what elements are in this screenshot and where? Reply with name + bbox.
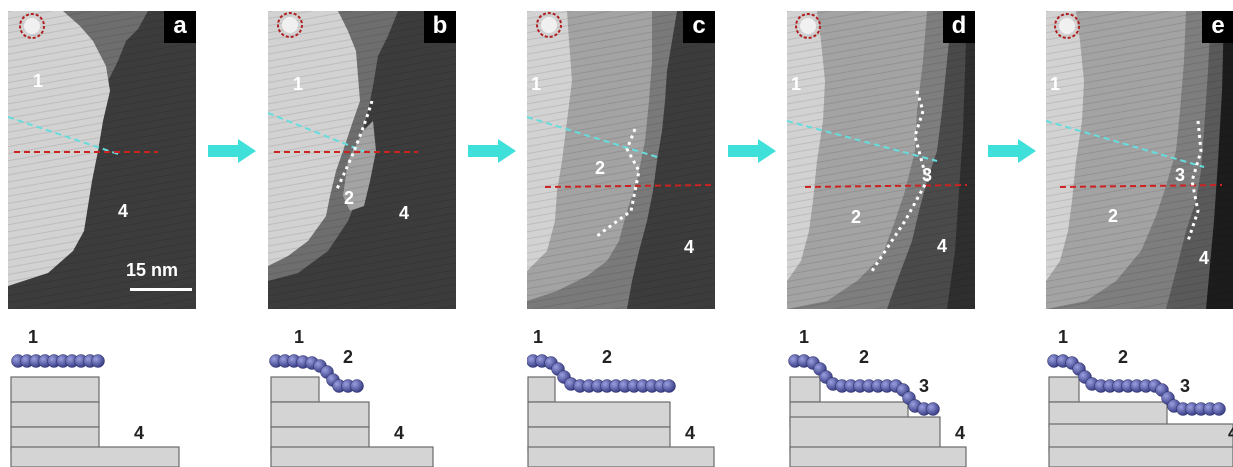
molecule-chain [269, 354, 364, 393]
step-label: 3 [1180, 376, 1191, 396]
step-label: 2 [1118, 347, 1129, 367]
terrace-label: 3 [1175, 165, 1186, 185]
dashed-circle-icon [277, 12, 303, 38]
dashed-circle-icon [1054, 13, 1080, 39]
stm-panel-d: d 1 3 2 4 [787, 11, 975, 309]
molecule-chain [1047, 354, 1226, 416]
right-arrow-icon [208, 139, 256, 163]
stm-panel-c: c 1 2 4 [527, 11, 715, 309]
panel-tag: d [943, 11, 975, 43]
stm-image-b [268, 11, 456, 309]
terrace-label: 3 [922, 165, 933, 185]
terrace-steps [788, 354, 967, 467]
step-label: 1 [799, 327, 810, 347]
stm-image-e [1046, 11, 1233, 309]
terrace-label: 1 [531, 74, 542, 94]
terrace-steps [527, 354, 715, 467]
step-schematic-e: 1 2 3 4 [1046, 325, 1233, 467]
stm-image-a [8, 11, 196, 309]
step-label: 4 [394, 423, 405, 443]
dashed-circle-icon [19, 13, 45, 39]
terrace-label: 4 [399, 203, 410, 223]
terrace-label: 2 [1108, 206, 1119, 226]
molecule-chain [11, 354, 105, 368]
molecule-chain [788, 354, 940, 416]
terrace-label: 4 [937, 236, 948, 256]
panel-tag: a [164, 11, 196, 43]
stm-image-d [787, 11, 975, 309]
terrace-label: 4 [118, 201, 129, 221]
dashed-circle-icon [795, 13, 821, 39]
step-label: 2 [343, 347, 354, 367]
stm-panel-e: e 1 3 2 4 [1046, 11, 1233, 309]
terrace-label: 1 [293, 74, 304, 94]
step-label: 4 [685, 423, 696, 443]
terrace-steps [10, 354, 180, 467]
panel-tag: c [683, 11, 715, 43]
step-label: 1 [294, 327, 305, 347]
dashed-circle-icon [536, 12, 562, 38]
step-label: 1 [28, 327, 39, 347]
step-label: 1 [1058, 327, 1069, 347]
molecule-chain [527, 354, 676, 393]
terrace-label: 1 [1050, 74, 1061, 94]
step-label: 4 [1228, 423, 1233, 444]
terrace-label: 4 [684, 237, 695, 257]
stm-image-c [527, 11, 715, 309]
stm-panel-a: a 1 4 15 nm [8, 11, 196, 309]
panel-tag: b [424, 11, 456, 43]
scale-bar-label: 15 nm [126, 260, 179, 280]
step-label: 4 [955, 423, 966, 443]
step-schematic-b: 1 2 4 [268, 325, 456, 467]
step-label: 4 [134, 423, 145, 443]
right-arrow-icon [468, 139, 516, 163]
terrace-label: 1 [791, 74, 802, 94]
step-schematic-c: 1 2 4 [527, 325, 715, 467]
terrace-label: 2 [851, 207, 862, 227]
stm-panel-b: b 1 2 4 [268, 11, 456, 309]
scale-bar [130, 288, 192, 291]
terrace-steps [269, 354, 434, 467]
terrace-label: 4 [1199, 248, 1210, 268]
terrace-label: 2 [344, 188, 355, 208]
step-label: 3 [919, 376, 930, 396]
right-arrow-icon [988, 139, 1036, 163]
step-label: 2 [602, 347, 613, 367]
panel-tag: e [1202, 11, 1233, 43]
right-arrow-icon [728, 139, 776, 163]
step-label: 2 [859, 347, 870, 367]
step-label: 1 [533, 327, 544, 347]
step-schematic-d: 1 2 3 4 [787, 325, 975, 467]
terrace-label: 2 [595, 158, 606, 178]
terrace-steps [1047, 354, 1233, 467]
step-schematic-a: 1 4 [8, 325, 196, 467]
terrace-label: 1 [33, 71, 44, 91]
